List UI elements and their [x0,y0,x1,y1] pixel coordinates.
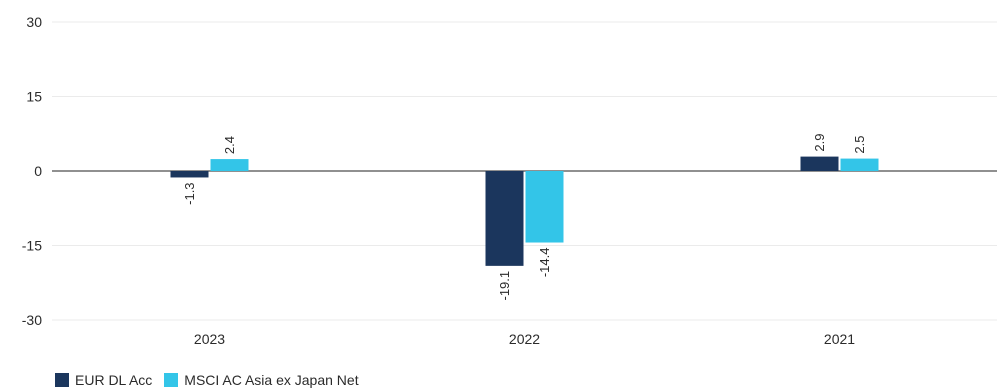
gridlines [52,21,997,321]
x-axis: 2023 2022 2021 [194,331,855,347]
data-label: 2.4 [222,136,237,154]
bar-series-1 [485,171,524,266]
bar-series-2 [840,158,879,171]
bar-series-2 [210,159,249,171]
data-label: 2.9 [812,134,827,152]
x-tick-label: 2022 [509,331,540,347]
bar-series-1 [800,156,839,171]
y-tick-label: 0 [34,163,42,179]
bar-series-2 [525,171,564,243]
y-tick-label: -30 [22,312,42,328]
x-tick-label: 2023 [194,331,225,347]
bar-series-1 [170,171,209,178]
legend-label-series-2: MSCI AC Asia ex Japan Net [184,372,359,388]
data-label: 2.5 [852,136,867,154]
y-tick-label: -15 [22,238,42,254]
data-label: -14.4 [537,248,552,278]
legend-swatch-series-2 [164,373,179,387]
data-labels: -1.3 2.4 -19.1 -14.4 2.9 2.5 [182,134,867,301]
data-label: -1.3 [182,182,197,204]
legend: EUR DL Acc MSCI AC Asia ex Japan Net [55,372,371,388]
y-tick-label: 15 [26,89,42,105]
x-tick-label: 2021 [824,331,855,347]
legend-label-series-1: EUR DL Acc [75,372,153,388]
legend-item-series-2: MSCI AC Asia ex Japan Net [164,372,359,388]
y-tick-label: 30 [26,14,42,30]
y-axis: 30 15 0 -15 -30 [22,14,42,328]
data-label: -19.1 [497,271,512,301]
legend-swatch-series-1 [55,373,69,387]
legend-item-series-1: EUR DL Acc [55,372,152,388]
bars [170,156,879,266]
